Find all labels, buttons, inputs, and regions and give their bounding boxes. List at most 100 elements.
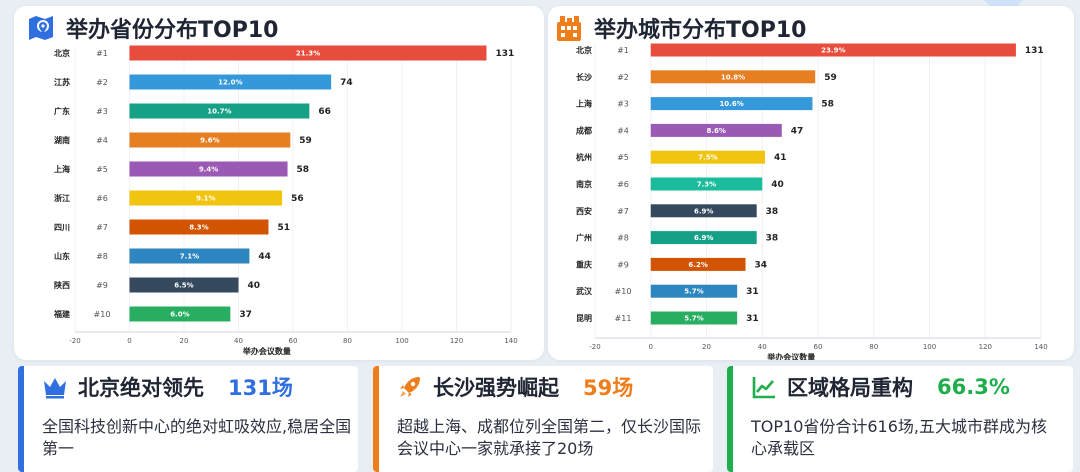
card-description: TOP10省份合计616场,五大城市群成为核心承载区 — [751, 417, 1048, 458]
card-description: 超越上海、成都位列全国第二，仅长沙国际会议中心一家就承接了20场 — [397, 417, 702, 458]
percent-label: 12.0% — [218, 79, 242, 87]
bar — [650, 257, 746, 271]
percent-label: 9.6% — [200, 137, 219, 145]
rank-label: #2 — [96, 78, 108, 87]
map-pin-icon — [29, 16, 53, 40]
trend-chart-icon — [752, 377, 775, 399]
rank-label: #1 — [617, 46, 629, 55]
bar — [650, 177, 763, 191]
bar — [129, 161, 288, 177]
card-value: 131场 — [228, 376, 293, 400]
x-tick-label: 120 — [450, 337, 463, 345]
value-label: 51 — [277, 223, 290, 233]
x-tick-label: 140 — [504, 337, 517, 345]
city-chart-panel: 举办城市分布TOP10 -20 0 20 40 60 80 100 120 140 举办会议数量 北… — [548, 6, 1074, 360]
x-tick-label: 60 — [289, 337, 298, 345]
bar — [129, 45, 487, 61]
value-label: 31 — [746, 287, 759, 297]
card-header: 长沙强势崛起 59场 — [397, 372, 713, 402]
value-label: 37 — [239, 310, 252, 320]
rank-label: #7 — [96, 223, 108, 232]
category-label: 山东 — [54, 251, 70, 261]
rank-label: #4 — [617, 126, 629, 135]
category-label: 武汉 — [576, 286, 593, 296]
category-label: 杭州 — [576, 152, 592, 162]
value-label: 38 — [766, 207, 779, 217]
percent-label: 6.9% — [694, 234, 713, 242]
bar — [129, 103, 310, 119]
percent-label: 7.3% — [697, 181, 716, 189]
insight-card-changsha: 长沙强势崛起 59场 超越上海、成都位列全国第二，仅长沙国际会议中心一家就承接了… — [373, 366, 713, 472]
rank-label: #10 — [94, 310, 111, 319]
bar — [650, 43, 1016, 57]
x-tick-label: 20 — [180, 337, 189, 345]
city-bar-chart: -20 0 20 40 60 80 100 120 140 举办会议数量 北京 #1 23.9% 131 长… — [576, 43, 1048, 360]
category-label: 北京 — [576, 45, 592, 55]
rank-label: #10 — [615, 287, 632, 296]
value-label: 47 — [791, 126, 804, 136]
bar — [129, 248, 250, 264]
card-title: 区域格局重构 — [787, 376, 913, 400]
percent-label: 9.1% — [196, 195, 215, 203]
x-tick-label: 60 — [814, 343, 823, 351]
x-tick-label: 0 — [649, 343, 653, 351]
category-label: 重庆 — [576, 259, 592, 269]
bar — [129, 306, 231, 322]
x-tick-label: 40 — [758, 343, 767, 351]
x-tick-label: -20 — [69, 337, 80, 345]
category-label: 陕西 — [54, 280, 70, 290]
rank-label: #8 — [617, 234, 629, 243]
percent-label: 10.7% — [207, 108, 231, 116]
rank-label: #7 — [617, 207, 629, 216]
value-label: 40 — [771, 180, 784, 190]
card-value: 66.3% — [937, 375, 1010, 399]
city-chart-header: 举办城市分布TOP10 — [554, 12, 806, 44]
bar — [650, 150, 766, 164]
bar — [650, 123, 782, 137]
rank-label: #8 — [96, 252, 108, 261]
percent-label: 6.2% — [688, 261, 707, 269]
x-tick-label: 140 — [1034, 343, 1047, 351]
value-label: 131 — [1025, 46, 1044, 56]
x-tick-label: -20 — [589, 343, 600, 351]
province-chart-panel: 举办省份分布TOP10 -20 0 20 40 60 80 100 120 140 举办会议数量 北… — [14, 6, 544, 360]
value-label: 131 — [495, 49, 514, 59]
insight-card-region: 区域格局重构 66.3% TOP10省份合计616场,五大城市群成为核心承载区 — [727, 366, 1073, 472]
percent-label: 8.6% — [707, 127, 726, 135]
x-axis-title: 举办会议数量 — [242, 346, 291, 356]
value-label: 59 — [299, 136, 312, 146]
value-label: 59 — [824, 73, 837, 83]
value-label: 56 — [291, 194, 304, 204]
province-chart-title: 举办省份分布TOP10 — [66, 18, 279, 43]
category-label: 广州 — [576, 233, 592, 243]
rank-label: #9 — [96, 281, 108, 290]
percent-label: 7.1% — [180, 253, 199, 261]
bar — [129, 74, 332, 90]
bar — [129, 132, 291, 148]
value-label: 44 — [258, 252, 271, 262]
rank-label: #6 — [96, 194, 108, 203]
percent-label: 10.6% — [719, 100, 743, 108]
bar — [650, 70, 816, 84]
rank-label: #5 — [96, 165, 108, 174]
crown-icon — [44, 378, 66, 399]
value-label: 31 — [746, 314, 759, 324]
percent-label: 5.7% — [684, 315, 703, 323]
card-description: 全国科技创新中心的绝对虹吸效应,稳居全国第一 — [42, 417, 352, 458]
category-label: 广东 — [54, 106, 70, 116]
x-axis-title: 举办会议数量 — [766, 352, 815, 360]
card-value: 59场 — [583, 376, 634, 400]
category-label: 福建 — [53, 309, 71, 319]
category-label: 上海 — [576, 99, 592, 109]
percent-label: 6.0% — [170, 311, 189, 319]
bar — [129, 277, 239, 293]
percent-label: 23.9% — [821, 47, 845, 55]
percent-label: 5.7% — [684, 288, 703, 296]
city-building-icon — [557, 16, 581, 41]
x-tick-label: 80 — [343, 337, 352, 345]
category-label: 成都 — [576, 125, 592, 135]
category-label: 北京 — [54, 48, 70, 58]
rank-label: #2 — [617, 73, 629, 82]
value-label: 38 — [766, 234, 779, 244]
percent-label: 7.5% — [698, 154, 717, 162]
